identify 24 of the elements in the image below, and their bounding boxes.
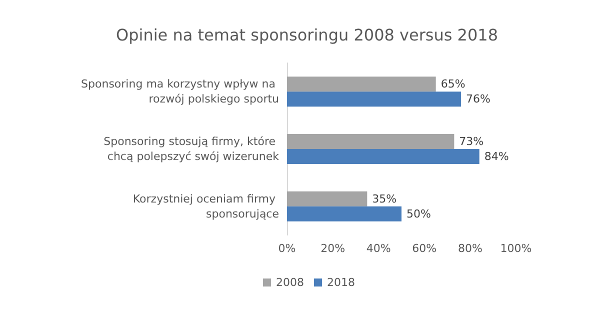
bar xyxy=(287,206,402,222)
bar xyxy=(287,149,480,164)
y-tick-label: Sponsoring stosują firmy, które chcą polepszyć swój wizerunek xyxy=(104,135,280,163)
data-label: 73% xyxy=(459,135,484,148)
bar xyxy=(287,191,368,206)
legend-label: 2018 xyxy=(326,276,355,289)
x-tick-label: 100% xyxy=(500,242,532,255)
y-tick-label: Korzystniej oceniam firmy sponsorujące xyxy=(132,192,280,220)
y-tick-label: Sponsoring ma korzystny wpływ na rozwój polskiego sportu xyxy=(81,78,279,106)
x-tick-label: 40% xyxy=(366,242,391,255)
chart-title: Opinie na temat sponsoringu 2008 versus 2018 xyxy=(116,26,498,44)
x-tick-label: 60% xyxy=(412,242,437,255)
bar xyxy=(287,76,436,92)
x-tick-label: 0% xyxy=(278,242,296,255)
data-label: 65% xyxy=(440,78,466,91)
data-label: 35% xyxy=(372,192,397,206)
bar xyxy=(287,134,454,149)
x-tick-label: 20% xyxy=(320,242,346,255)
x-tick-label: 80% xyxy=(458,242,482,255)
data-label: 50% xyxy=(406,207,431,220)
data-label: 84% xyxy=(484,150,509,163)
bar xyxy=(287,92,462,107)
data-label: 76% xyxy=(466,92,490,106)
legend-label: 2008 xyxy=(276,276,304,289)
